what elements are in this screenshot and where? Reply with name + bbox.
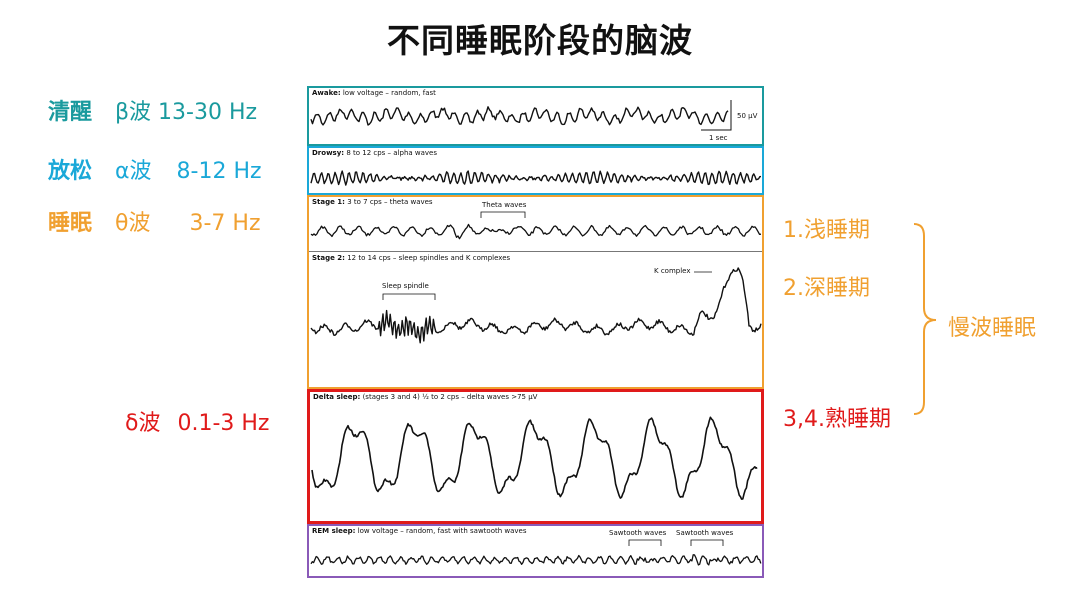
- spindle-bracket: [382, 293, 436, 300]
- drowsy-caption: Drowsy: 8 to 12 cps – alpha waves: [312, 149, 437, 157]
- rem-panel: REM sleep: low voltage – random, fast wi…: [307, 524, 764, 578]
- theta-bracket: [480, 211, 526, 218]
- alpha-freq-text: 8-12 Hz: [176, 159, 262, 184]
- sleep-spindle-annotation: Sleep spindle: [382, 282, 429, 290]
- delta-label: δ波 0.1-3 Hz: [125, 405, 269, 437]
- stage2-caption-name: Stage 2:: [312, 254, 345, 262]
- scale-bar: [701, 100, 732, 131]
- stage1-caption-desc: 3 to 7 cps – theta waves: [347, 198, 433, 206]
- stage-divider: [309, 251, 762, 252]
- stage34-label: 3,4.熟睡期: [783, 407, 891, 432]
- sleep-state-text: 睡眠: [48, 211, 93, 236]
- slow-wave-bracket: [913, 223, 937, 415]
- delta-caption: Delta sleep: (stages 3 and 4) ½ to 2 cps…: [313, 393, 537, 401]
- delta-caption-name: Delta sleep:: [313, 393, 361, 401]
- stage1-caption-name: Stage 1:: [312, 198, 345, 206]
- slow-wave-sleep-label: 慢波睡眠: [948, 316, 1037, 341]
- delta-freq-text: 0.1-3 Hz: [177, 411, 270, 436]
- page-title: 不同睡眠阶段的脑波: [387, 21, 693, 60]
- rem-caption-desc: low voltage – random, fast with sawtooth…: [357, 527, 527, 535]
- theta-freq-text: 3-7 Hz: [189, 211, 261, 236]
- stage1-label: 1.浅睡期: [783, 218, 870, 243]
- sawtooth-annotation-1: Sawtooth waves: [609, 529, 667, 537]
- k-complex-leader: [694, 271, 712, 273]
- awake-state-text: 清醒: [48, 100, 93, 125]
- drowsy-caption-desc: 8 to 12 cps – alpha waves: [346, 149, 438, 157]
- delta-eeg-trace: [311, 416, 758, 500]
- sawtooth-annotation-2: Sawtooth waves: [676, 529, 734, 537]
- stage2-caption-desc: 12 to 14 cps – sleep spindles and K comp…: [347, 254, 511, 262]
- awake-panel: Awake: low voltage – random, fast 50 μV …: [307, 86, 764, 146]
- theta-wave-text: θ波: [115, 211, 151, 236]
- drowsy-eeg-trace: [310, 170, 762, 186]
- stage1-panel: Stage 1: 3 to 7 cps – theta waves Theta …: [307, 195, 764, 389]
- relax-label: 放松 α波 8-12 Hz: [48, 153, 262, 185]
- theta-waves-annotation: Theta waves: [482, 201, 527, 209]
- alpha-wave-text: α波: [115, 159, 152, 184]
- scale-uv-label: 50 μV: [737, 112, 758, 120]
- rem-eeg-trace: [310, 554, 762, 566]
- awake-label: 清醒 β波 13-30 Hz: [48, 94, 257, 126]
- stage2-caption: Stage 2: 12 to 14 cps – sleep spindles a…: [312, 254, 510, 262]
- relax-state-text: 放松: [48, 159, 93, 184]
- awake-caption-desc: low voltage – random, fast: [342, 89, 436, 97]
- drowsy-panel: Drowsy: 8 to 12 cps – alpha waves: [307, 146, 764, 195]
- sawtooth-bracket-2: [690, 539, 724, 546]
- awake-caption-name: Awake:: [312, 89, 341, 97]
- sleep-label: 睡眠 θ波 3-7 Hz: [48, 205, 261, 237]
- sawtooth-bracket-1: [628, 539, 662, 546]
- stage2-eeg-trace: [310, 267, 762, 344]
- scale-sec-label: 1 sec: [709, 134, 728, 142]
- awake-caption: Awake: low voltage – random, fast: [312, 89, 436, 97]
- drowsy-caption-name: Drowsy:: [312, 149, 345, 157]
- stage2-label: 2.深睡期: [783, 276, 870, 301]
- delta-caption-desc: (stages 3 and 4) ½ to 2 cps – delta wave…: [362, 393, 538, 401]
- k-complex-annotation: K complex: [654, 267, 691, 275]
- delta-wave-text: δ波: [125, 411, 161, 436]
- stage1-caption: Stage 1: 3 to 7 cps – theta waves: [312, 198, 433, 206]
- rem-caption: REM sleep: low voltage – random, fast wi…: [312, 527, 527, 535]
- beta-wave-text: β波 13-30 Hz: [115, 100, 258, 125]
- stage1-eeg-trace: [310, 223, 762, 240]
- delta-panel: Delta sleep: (stages 3 and 4) ½ to 2 cps…: [307, 389, 764, 524]
- rem-caption-name: REM sleep:: [312, 527, 356, 535]
- awake-eeg-trace: [310, 106, 729, 126]
